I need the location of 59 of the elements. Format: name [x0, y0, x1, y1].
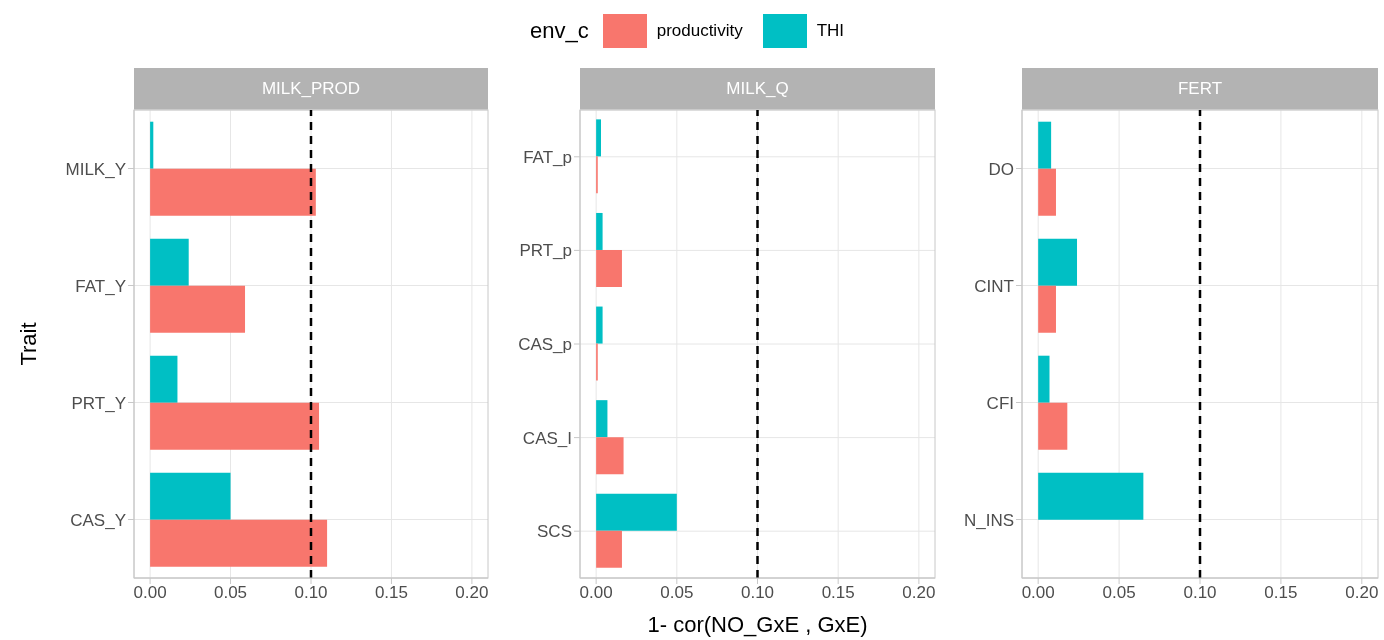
- x-tick-label: 0.00: [579, 583, 613, 603]
- y-tick-label: FAT_p: [523, 147, 572, 167]
- bar: [150, 472, 231, 520]
- x-tick-label: 0.20: [1345, 583, 1379, 603]
- bar: [596, 400, 608, 438]
- x-tick-label: 0.10: [740, 583, 775, 603]
- bar: [1038, 472, 1144, 520]
- chart-title: MILK_PROD: [134, 68, 488, 110]
- y-axis-title: Trait: [16, 322, 42, 366]
- bar: [150, 121, 154, 169]
- bar: [1038, 238, 1078, 286]
- y-tick-label: MILK_Y: [65, 159, 126, 179]
- bar: [596, 493, 677, 531]
- bar: [596, 530, 622, 568]
- x-tick-label: 0.10: [294, 583, 328, 603]
- x-tick-label: 0.05: [660, 583, 694, 603]
- bar: [596, 306, 603, 344]
- x-tick-label: 0.15: [374, 583, 408, 603]
- bar: [150, 285, 246, 333]
- bar: [150, 168, 316, 216]
- y-tick-label: FAT_Y: [75, 276, 126, 296]
- chart-title: MILK_Q: [580, 68, 935, 110]
- bar: [596, 119, 601, 157]
- bar: [1038, 355, 1050, 403]
- bar: [596, 249, 622, 287]
- bar: [150, 519, 328, 567]
- bar: [150, 402, 320, 450]
- legend-title: env_c: [529, 18, 589, 44]
- y-tick-label: PRT_Y: [71, 393, 126, 413]
- y-tick-label: N_INS: [963, 510, 1014, 530]
- y-tick-label: PRT_p: [519, 241, 572, 261]
- x-tick-label: 0.10: [1183, 583, 1217, 603]
- legend-label: THI: [816, 21, 845, 41]
- x-tick-label: 0.00: [1021, 583, 1055, 603]
- bar: [1038, 402, 1068, 450]
- x-tick-label: 0.20: [455, 583, 489, 603]
- x-tick-label: 0.05: [214, 583, 248, 603]
- y-tick-label: CINT: [974, 276, 1014, 296]
- y-tick-label: DO: [988, 159, 1014, 179]
- bar: [1038, 285, 1056, 333]
- x-tick-label: 0.15: [1264, 583, 1298, 603]
- chart-title: FERT: [1022, 68, 1378, 110]
- x-tick-label: 0.00: [133, 583, 167, 603]
- x-tick-label: 0.20: [902, 583, 936, 603]
- y-tick-label: CAS_I: [522, 428, 572, 448]
- x-tick-label: 0.15: [821, 583, 855, 603]
- legend-label: productivity: [656, 21, 743, 41]
- y-tick-label: SCS: [537, 522, 572, 542]
- x-axis-title: 1- cor(NO_GxE , GxE): [646, 612, 869, 638]
- y-tick-label: CAS_Y: [70, 510, 126, 530]
- y-tick-label: CFI: [986, 393, 1014, 413]
- bar: [596, 437, 624, 475]
- bar: [1038, 121, 1052, 169]
- bar: [596, 212, 603, 250]
- bar: [150, 238, 189, 286]
- bar: [1038, 168, 1056, 216]
- x-tick-label: 0.05: [1102, 583, 1136, 603]
- bar: [150, 355, 178, 403]
- y-tick-label: CAS_p: [518, 335, 572, 355]
